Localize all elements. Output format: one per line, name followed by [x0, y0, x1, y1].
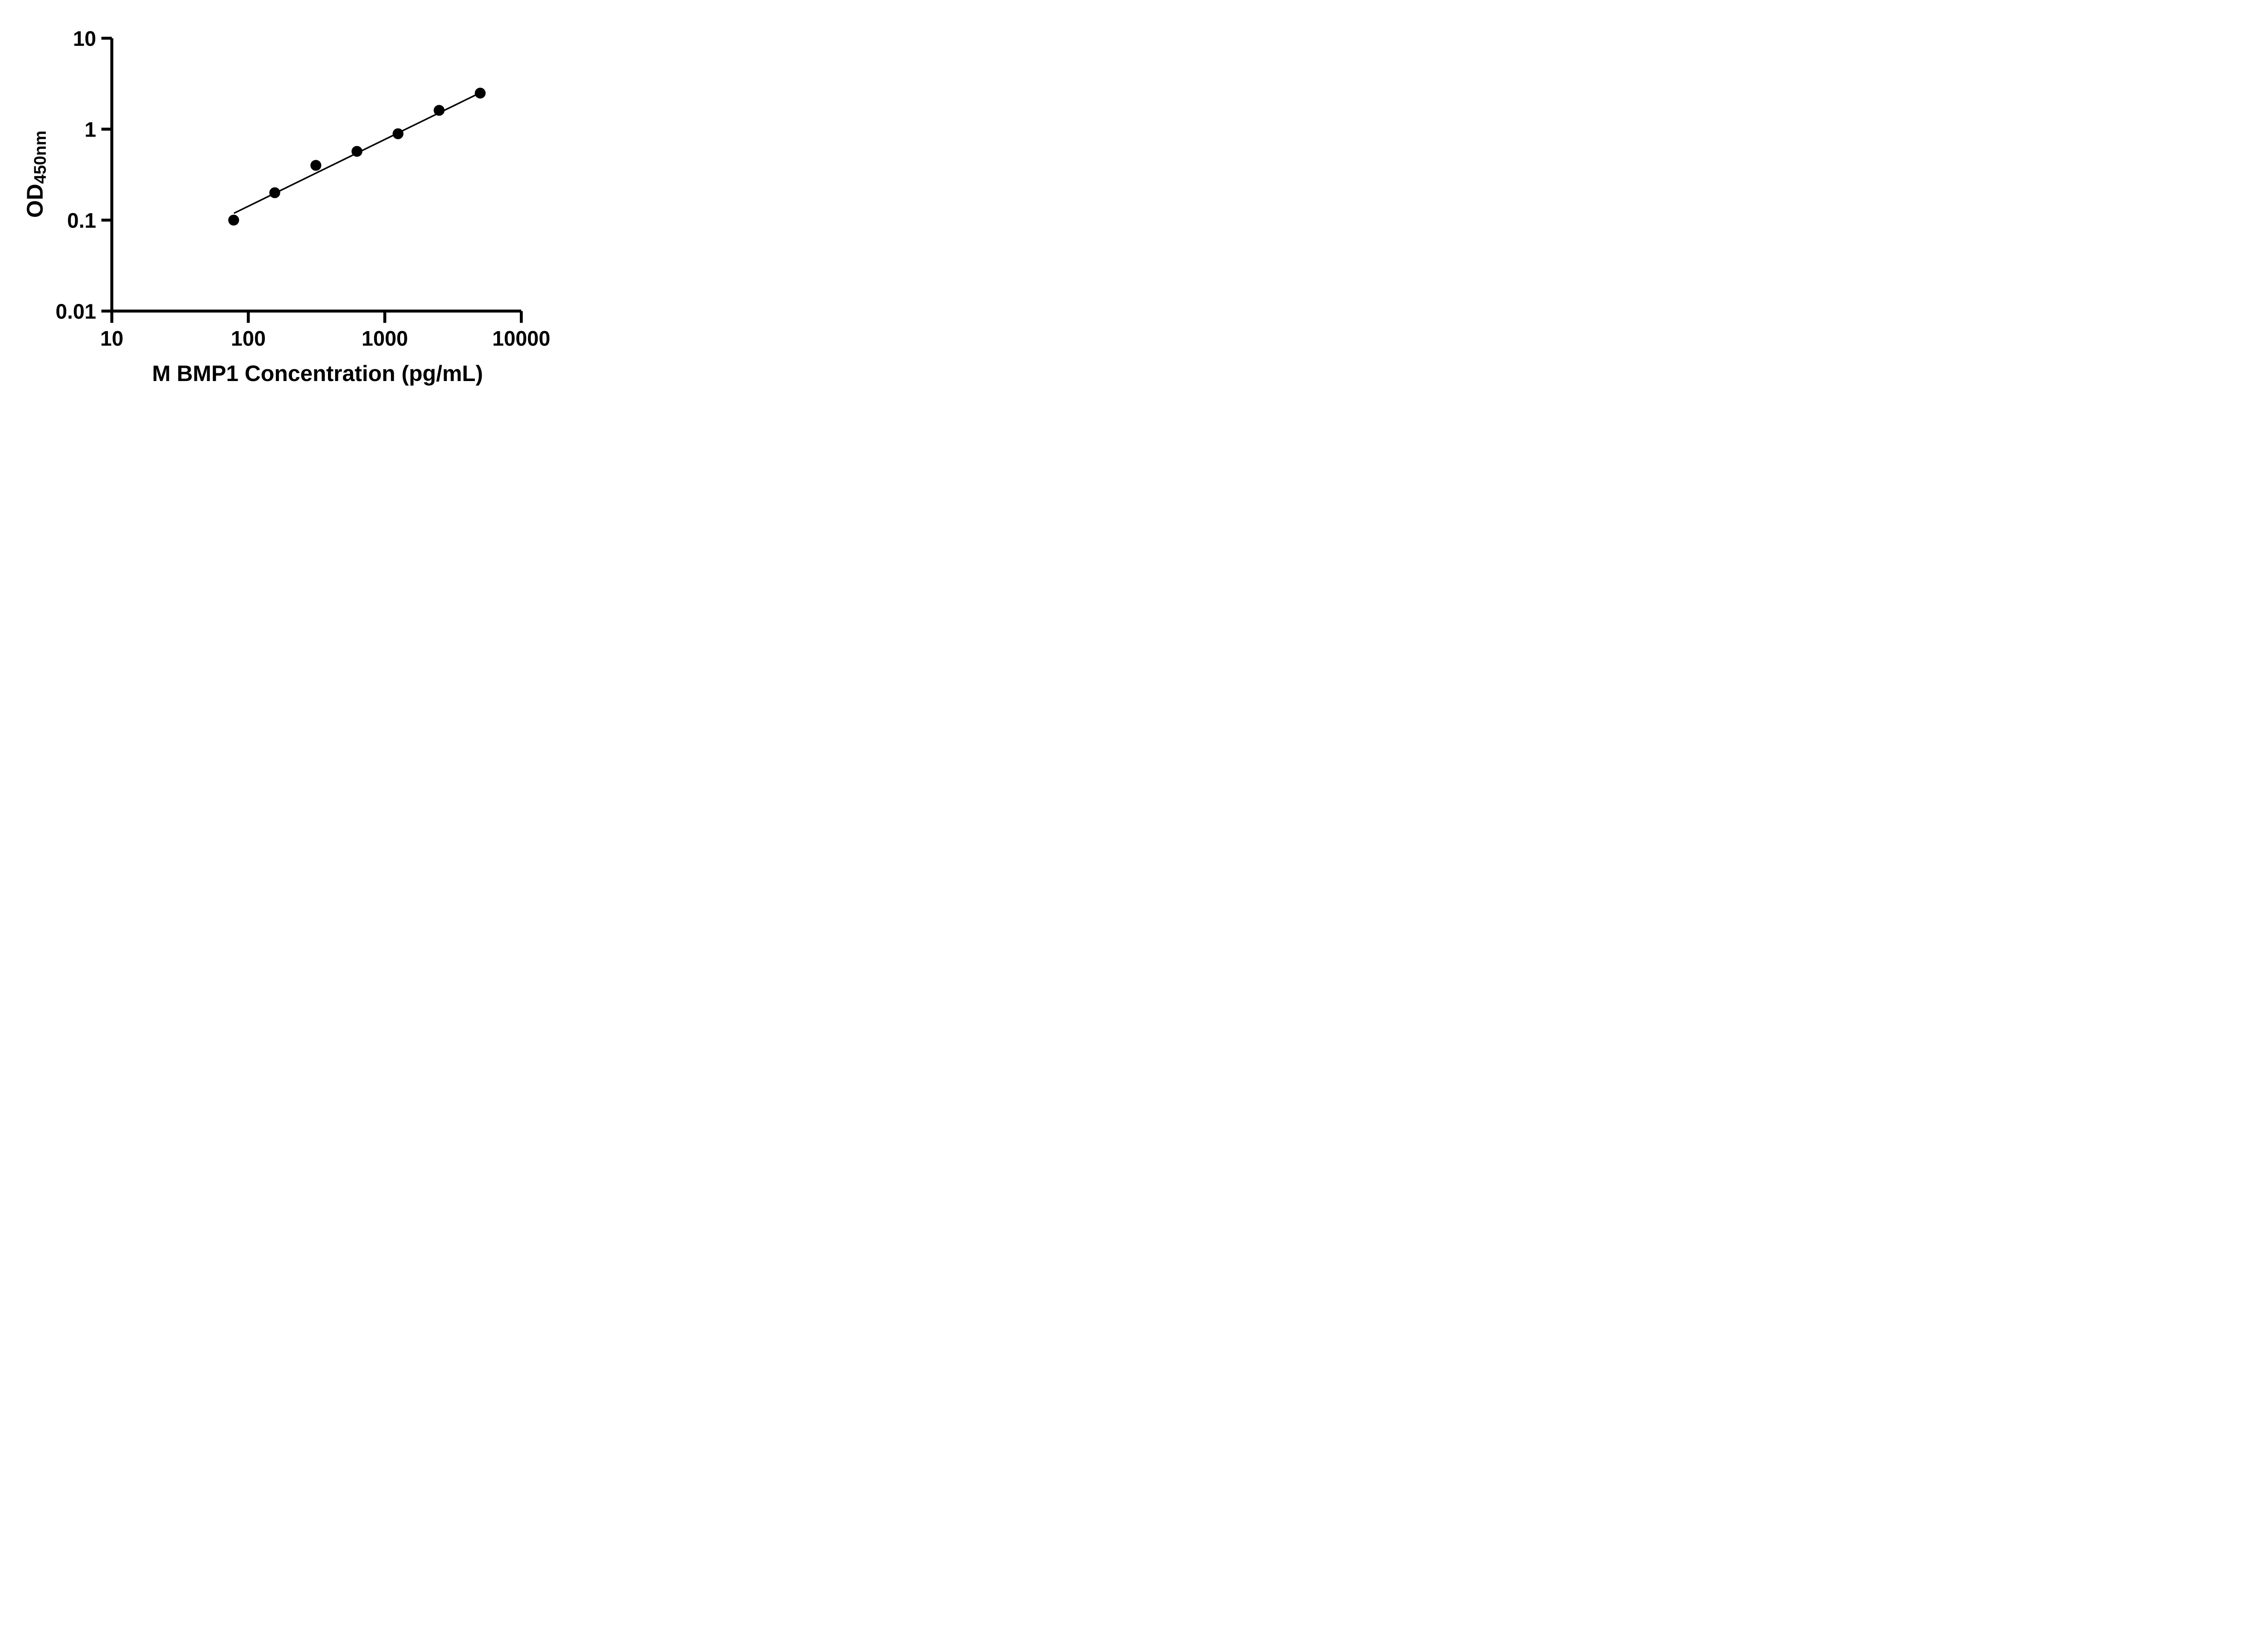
- x-tick-labels: 10 100 1000 10000: [100, 327, 550, 350]
- data-point: [392, 128, 404, 139]
- x-axis-title: M BMP1 Concentration (pg/mL): [152, 362, 483, 386]
- y-tick-label: 1: [84, 117, 96, 141]
- data-point: [434, 105, 445, 116]
- axes: 10 1 0.1 0.01 10 100 1000 10000: [55, 27, 550, 350]
- x-tick-label: 1000: [362, 327, 408, 350]
- y-tick-labels: 10 1 0.1 0.01: [55, 27, 96, 323]
- y-axis-title-subscript: 450nm: [31, 131, 49, 184]
- chart-canvas: 10 1 0.1 0.01 10 100 1000 10000 M BMP1 Concent…: [0, 0, 583, 408]
- data-point: [474, 88, 486, 99]
- data-point: [269, 187, 280, 198]
- y-ticks: [101, 37, 112, 313]
- y-tick-label: 0.1: [67, 209, 96, 232]
- x-tick-label: 10: [100, 327, 123, 350]
- y-axis-title-base: OD: [22, 184, 48, 218]
- data-points: [228, 88, 486, 226]
- standard-curve-chart: 10 1 0.1 0.01 10 100 1000 10000 M BMP1 Concent…: [22, 27, 550, 386]
- y-axis-title: OD450nm: [22, 131, 49, 218]
- x-tick-label: 10000: [492, 327, 550, 350]
- data-point: [228, 215, 240, 226]
- svg-text:OD450nm: OD450nm: [22, 131, 49, 218]
- data-point: [310, 160, 322, 171]
- data-point: [351, 146, 362, 157]
- y-tick-label: 0.01: [55, 299, 96, 323]
- x-ticks: [110, 311, 523, 323]
- y-tick-label: 10: [73, 27, 96, 50]
- x-tick-label: 100: [231, 327, 266, 350]
